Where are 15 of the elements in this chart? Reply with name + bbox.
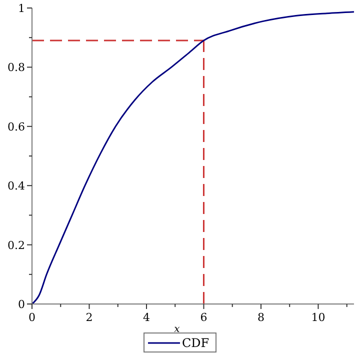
x-tick-label: 0 xyxy=(28,311,36,324)
x-tick-label: 8 xyxy=(257,311,264,324)
y-tick-label: 0.8 xyxy=(8,61,25,74)
x-tick-label: 10 xyxy=(311,311,326,324)
y-tick-label: 1 xyxy=(18,2,25,15)
legend-label: CDF xyxy=(182,336,210,350)
x-tick-label: 6 xyxy=(200,311,208,324)
y-tick-label: 0.2 xyxy=(8,238,25,252)
x-tick-label: 2 xyxy=(86,311,93,324)
y-tick-label: 0.6 xyxy=(8,120,25,134)
x-tick-label: 4 xyxy=(142,311,150,324)
x-axis-title: x xyxy=(174,324,180,335)
y-tick-label: 0 xyxy=(18,298,25,311)
line-series xyxy=(31,11,355,305)
y-tick-label: 0.4 xyxy=(8,180,25,193)
